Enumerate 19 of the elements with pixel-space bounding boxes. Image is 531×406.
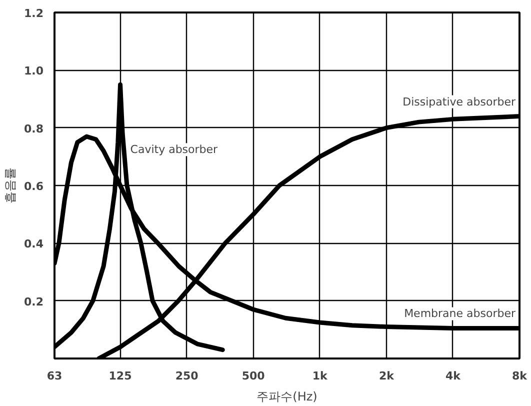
x-tick-label: 125 [108,370,132,382]
series-label: Dissipative absorber [402,95,516,108]
y-axis-title: 흡음률 [3,168,18,204]
x-tick-label: 500 [242,370,266,382]
x-tick-label: 8k [512,370,528,382]
y-tick-label: 0.4 [24,238,44,251]
x-tick-label: 2k [378,370,395,382]
y-tick-label: 0.6 [24,180,44,193]
y-tick-label: 1.2 [24,7,44,20]
y-tick-label: 0.2 [24,295,44,308]
x-axis-title: 주파수(Hz) [256,390,318,404]
x-tick-label: 4k [445,370,462,382]
x-tick-label: 250 [175,370,199,382]
x-tick-label: 63 [46,370,62,382]
series-label: Cavity absorber [130,143,218,156]
x-tick-label: 1k [312,370,328,382]
series-label: Membrane absorber [404,307,516,320]
y-tick-label: 0.8 [24,122,44,136]
y-tick-label: 1.0 [24,64,44,78]
